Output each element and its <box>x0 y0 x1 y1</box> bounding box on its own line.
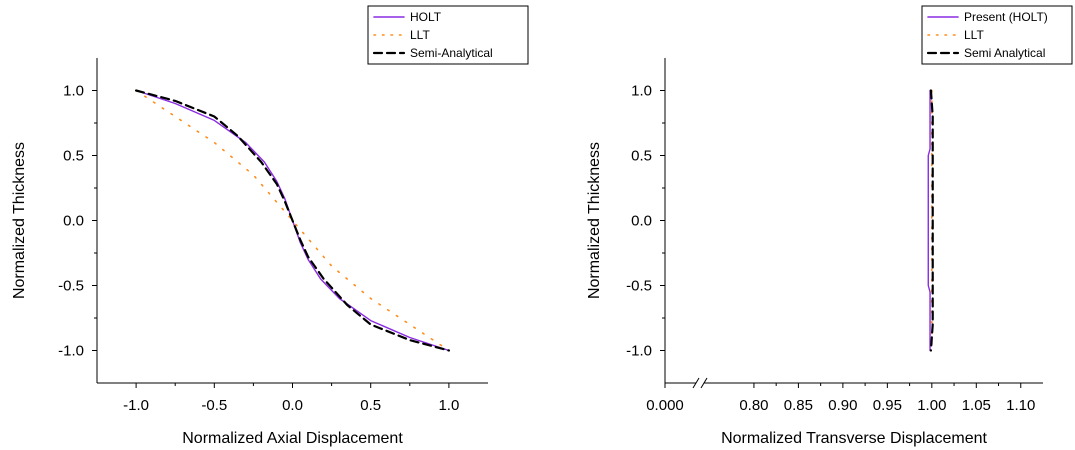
x-tick-label: 0.0 <box>282 397 303 414</box>
x-tick-label: 0.5 <box>360 397 381 414</box>
y-tick-label: 0.0 <box>63 213 84 230</box>
x-tick-label: 0.000 <box>646 397 684 414</box>
series-line-semi-analytical <box>929 89 934 352</box>
x-tick-label: -0.5 <box>201 397 227 414</box>
legend-label: Present (HOLT) <box>964 10 1048 24</box>
y-tick-label: -1.0 <box>58 343 84 360</box>
y-tick-label: -0.5 <box>58 278 84 295</box>
legend-box <box>367 5 529 65</box>
x-tick-label: 0.85 <box>784 397 813 414</box>
x-tick-label: 0.90 <box>828 397 857 414</box>
x-tick-label: 1.10 <box>1006 397 1035 414</box>
series-line-semi-analytical <box>135 89 450 352</box>
x-tick-label: 0.95 <box>873 397 902 414</box>
y-tick-label: 1.0 <box>631 83 652 100</box>
legend-label: LLT <box>964 28 984 42</box>
axial-displacement-chart: -1.0 -0.5 0.0 0.5 1.0 1.0 0.5 0.0 -0.5 -1.0 Normal… <box>11 5 529 447</box>
x-tick-label: 0.80 <box>739 397 768 414</box>
y-tick-label: -1.0 <box>626 343 652 360</box>
x-tick-label: -1.0 <box>123 397 149 414</box>
x-axis-label: Normalized Transverse Displacement <box>721 430 987 447</box>
legend-label: LLT <box>410 28 430 42</box>
transverse-displacement-chart: 0.000 0.80 0.85 0.90 0.95 1.00 1.05 1.10 1.0 0.5 0… <box>586 5 1073 447</box>
series-line-present-holt- <box>927 89 931 352</box>
y-tick-label: 1.0 <box>63 83 84 100</box>
series-line-llt <box>135 89 450 352</box>
x-axis-label: Normalized Axial Displacement <box>182 430 403 447</box>
y-tick-label: 0.5 <box>63 148 84 165</box>
x-tick-label: 1.0 <box>438 397 459 414</box>
y-tick-label: 0.0 <box>631 213 652 230</box>
y-axis-label: Normalized Thickness <box>586 142 603 299</box>
y-axis-label: Normalized Thickness <box>11 142 28 299</box>
legend-label: Semi Analytical <box>964 46 1045 60</box>
axis-break-mark <box>692 377 700 389</box>
x-tick-label: 1.05 <box>962 397 991 414</box>
legend-label: HOLT <box>410 10 442 24</box>
x-tick-label: 1.00 <box>917 397 946 414</box>
legend-label: Semi-Analytical <box>410 46 493 60</box>
y-tick-label: 0.5 <box>631 148 652 165</box>
y-tick-label: -0.5 <box>626 278 652 295</box>
axis-break-mark <box>700 377 708 389</box>
